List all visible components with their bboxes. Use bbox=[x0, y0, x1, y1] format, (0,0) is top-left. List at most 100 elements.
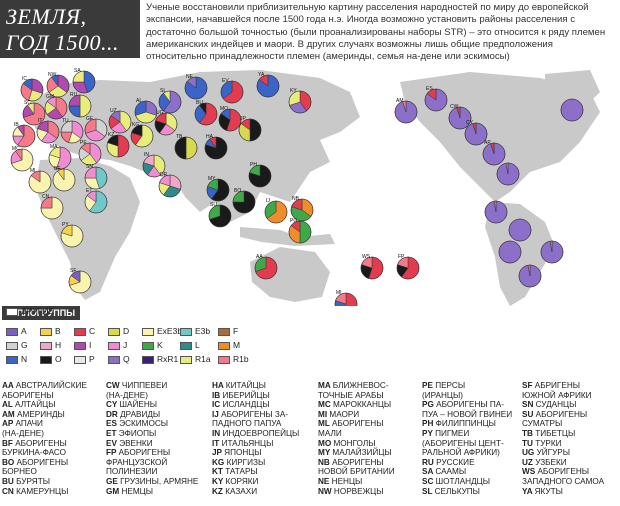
key-entry: IJ АБОРИГЕНЫ ЗА- bbox=[212, 410, 299, 420]
key-code: CY bbox=[106, 400, 120, 410]
key-name: БУРЯТЫ bbox=[16, 476, 50, 486]
pie-unlabeled bbox=[518, 264, 542, 288]
pie-al: AL bbox=[134, 98, 158, 124]
legend-item-f: F bbox=[218, 326, 238, 336]
legend-swatch bbox=[218, 355, 230, 364]
pie-label: CN bbox=[42, 194, 50, 200]
key-entry: KT ТАТАРЫ bbox=[212, 467, 299, 477]
pie-outline bbox=[142, 154, 166, 178]
key-name: УЗБЕКИ bbox=[535, 457, 567, 467]
pie-outline bbox=[60, 120, 84, 144]
key-name: ДРАВИДЫ bbox=[120, 409, 161, 419]
key-entry: БУРКИНА-ФАСО bbox=[2, 448, 87, 458]
legend-label: ДРУГИЕ bbox=[21, 306, 55, 316]
key-code: RU bbox=[422, 457, 437, 467]
legend-label: R1b bbox=[233, 354, 249, 364]
pie-label: YA bbox=[258, 72, 265, 78]
legend-item-другие: ДРУГИЕ bbox=[6, 306, 54, 316]
key-name: ЭФИОПЫ bbox=[118, 428, 157, 438]
legend-label: K bbox=[157, 340, 163, 350]
pie-outline bbox=[508, 218, 532, 242]
key-entry: NB АБОРИГЕНЫ bbox=[318, 458, 395, 468]
key-name: ПАДНОГО ПАПУА bbox=[212, 419, 282, 429]
key-entry: TU ТУРКИ bbox=[522, 439, 604, 449]
pie-label: IB bbox=[14, 122, 19, 128]
key-code: MI bbox=[318, 409, 330, 419]
key-name: РАЛЬНОЙ АФРИКИ) bbox=[422, 448, 500, 458]
pie-unlabeled bbox=[508, 218, 532, 242]
key-name: АБОРИГЕНЫ bbox=[118, 448, 171, 458]
pie-sl: SL bbox=[158, 88, 182, 114]
pie-kg: KG bbox=[130, 122, 154, 148]
key-entry: DR ДРАВИДЫ bbox=[106, 410, 198, 420]
key-code: IT bbox=[212, 438, 222, 448]
legend-swatch bbox=[142, 355, 154, 364]
key-entry: KG КИРГИЗЫ bbox=[212, 458, 299, 468]
key-name: ИНДОЕВРОПЕЙЦЫ bbox=[222, 428, 300, 438]
pie-outline bbox=[72, 70, 96, 94]
pie-outline bbox=[68, 270, 92, 294]
pie-cw: CW bbox=[448, 104, 472, 130]
pie-label: KZ bbox=[108, 132, 114, 138]
key-entry: РАЛЬНОЙ АФРИКИ) bbox=[422, 448, 512, 458]
pie-bf: BF bbox=[52, 166, 76, 192]
pie-gm: GM bbox=[44, 94, 68, 120]
key-entry: ПАДНОГО ПАПУА bbox=[212, 419, 299, 429]
key-code: BO bbox=[2, 457, 17, 467]
legend-item-r1b: R1b bbox=[218, 354, 249, 364]
key-column: MA БЛИЖНЕВОС- ТОЧНЫЕ АРАБЫ MC МАРОККАНЦЫ MI… bbox=[318, 381, 395, 496]
key-entry: BO АБОРИГЕНЫ bbox=[2, 458, 87, 468]
key-entry: IT ИТАЛЬЯНЦЫ bbox=[212, 439, 299, 449]
key-code: AP bbox=[2, 419, 16, 429]
legend-swatch bbox=[180, 355, 192, 364]
key-code: HA bbox=[212, 381, 226, 390]
pie-outline bbox=[108, 110, 132, 134]
key-name: СААМЫ bbox=[435, 467, 467, 477]
legend-label: ExE3b bbox=[157, 326, 183, 336]
pie-label: ES bbox=[426, 86, 433, 92]
key-entry: NW НОРВЕЖЦЫ bbox=[318, 487, 395, 497]
legend-swatch bbox=[6, 327, 18, 336]
pie-label: ML bbox=[30, 168, 37, 174]
pie-outline bbox=[194, 102, 218, 126]
pie-label: TU bbox=[62, 118, 69, 124]
pie-outline bbox=[218, 108, 242, 132]
key-entry: (ИРАНЦЫ) bbox=[422, 391, 512, 401]
legend-label: G bbox=[21, 340, 28, 350]
pie-sa: SA bbox=[72, 68, 96, 94]
key-column: AA АВСТРАЛИЙСКИЕ АБОРИГЕНЫ AL АЛТАЙЦЫ AM АМ… bbox=[2, 381, 87, 496]
pie-label: SN bbox=[86, 164, 93, 170]
key-name: ПЕРСЫ bbox=[435, 381, 466, 390]
key-name: ГРУЗИНЫ, АРМЯНЕ bbox=[120, 476, 199, 486]
pie-label: IN bbox=[144, 152, 149, 158]
key-entry: MI МАОРИ bbox=[318, 410, 395, 420]
key-name: КАЗАХИ bbox=[225, 486, 258, 496]
pie-sf: SF bbox=[68, 268, 92, 294]
pie-label: AM bbox=[396, 98, 404, 104]
key-name: МОНГОЛЫ bbox=[333, 438, 376, 448]
key-column: PE ПЕРСЫ (ИРАНЦЫ) PG АБОРИГЕНЫ ПА- ПУА – НО… bbox=[422, 381, 512, 496]
pie-outline bbox=[184, 76, 208, 100]
key-column: HA КИТАЙЦЫ IB ИБЕРИЙЦЫ IC ИСЛАНДЦЫ IJ АБОРИ… bbox=[212, 381, 299, 496]
key-code: SL bbox=[422, 486, 435, 496]
legend-label: R1a bbox=[195, 354, 211, 364]
key-entry: FP АБОРИГЕНЫ bbox=[106, 448, 198, 458]
pie-pg: PG bbox=[288, 218, 312, 244]
key-name: КИТАЙЦЫ bbox=[225, 381, 266, 390]
pie-ge: GE bbox=[84, 116, 108, 142]
key-code: ES bbox=[106, 419, 120, 429]
legend-item-b: B bbox=[40, 326, 61, 336]
legend-item-d: D bbox=[108, 326, 129, 336]
pie-unlabeled bbox=[484, 200, 508, 224]
pie-in: IN bbox=[142, 152, 166, 178]
key-code: NE bbox=[318, 476, 332, 486]
key-name: ЧИППЕВЕИ bbox=[121, 381, 168, 390]
pie-ph: PH bbox=[248, 162, 272, 188]
key-name: АПАЧИ bbox=[15, 419, 43, 429]
key-code: SA bbox=[422, 467, 436, 477]
pie-dr: DR bbox=[158, 172, 182, 198]
pie-et: ET bbox=[84, 188, 108, 214]
key-entry: AM АМЕРИНДЫ bbox=[2, 410, 87, 420]
legend-item-p: P bbox=[74, 354, 95, 364]
key-name: ТОЧНЫЕ АРАБЫ bbox=[318, 390, 384, 400]
